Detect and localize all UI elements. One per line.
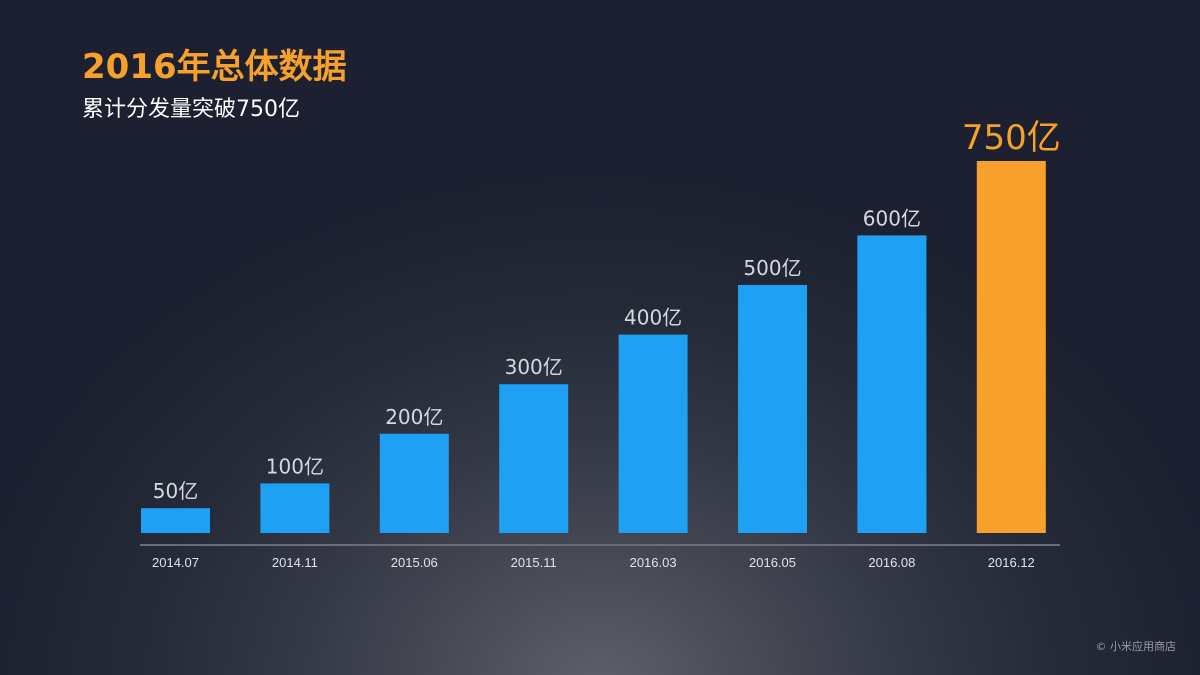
x-tick-label-2015.11: 2015.11 — [511, 555, 557, 570]
credit-text: © 小米应用商店 — [1095, 640, 1177, 653]
x-tick-label-2016.08: 2016.08 — [868, 555, 915, 570]
data-labels-group: 50亿 100亿 200亿 300亿 400亿 500亿 600亿 750亿 — [153, 118, 1061, 503]
data-label-2014.07: 50亿 — [153, 479, 198, 503]
data-label-2015.11: 300亿 — [505, 355, 563, 379]
x-tick-label-2014.07: 2014.07 — [152, 555, 199, 570]
data-label-2016.08: 600亿 — [863, 206, 921, 230]
x-tick-label-2015.06: 2015.06 — [391, 555, 438, 570]
bar-2016.03 — [618, 334, 688, 533]
x-tick-label-2016.05: 2016.05 — [749, 555, 796, 570]
bar-2016.12 — [976, 161, 1046, 533]
page-subtitle: 累计分发量突破750亿 — [82, 97, 300, 122]
data-label-2015.06: 200亿 — [385, 405, 443, 429]
data-label-2016.12: 750亿 — [962, 118, 1061, 158]
data-label-2014.11: 100亿 — [266, 454, 324, 478]
x-tick-label-2016.12: 2016.12 — [988, 555, 1035, 570]
page-title: 2016年总体数据 — [82, 47, 347, 87]
bars-group — [141, 161, 1046, 533]
bar-2016.08 — [857, 235, 927, 533]
data-label-2016.03: 400亿 — [624, 306, 682, 330]
x-tick-label-2014.11: 2014.11 — [272, 555, 318, 570]
bar-2015.06 — [379, 433, 449, 533]
bar-2014.07 — [141, 508, 210, 533]
bar-2016.05 — [738, 285, 807, 533]
bar-2014.11 — [260, 483, 330, 533]
data-label-2016.05: 500亿 — [743, 256, 801, 280]
x-tick-label-2016.03: 2016.03 — [630, 555, 677, 570]
bar-2015.11 — [499, 384, 569, 533]
x-tick-labels-group: 2014.07 2014.11 2015.06 2015.11 2016.03 2016.… — [152, 555, 1035, 570]
